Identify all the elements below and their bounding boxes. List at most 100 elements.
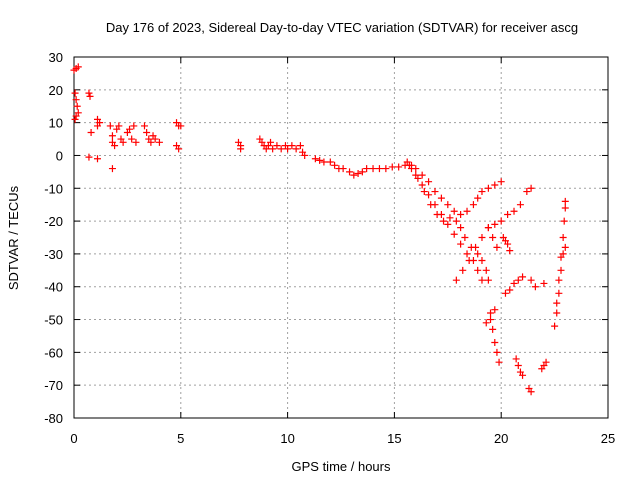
data-point-arc-c	[452, 217, 460, 225]
data-point-arc-a	[431, 188, 439, 196]
data-point-late-rise	[561, 197, 569, 205]
data-point-right-branches	[531, 283, 539, 291]
y-tick-label: -80	[44, 411, 63, 426]
data-point-cluster-8-10h	[277, 145, 285, 153]
data-point-arc-a	[425, 178, 433, 186]
data-point-right-branches	[542, 358, 550, 366]
data-point-early	[93, 122, 101, 130]
data-point-right-branches	[514, 361, 522, 369]
data-point-right-branches	[495, 358, 503, 366]
y-tick-label: -40	[44, 280, 63, 295]
x-tick-label: 0	[70, 431, 77, 446]
data-point-descent-11-15h	[320, 158, 328, 166]
data-point-arc-a	[457, 211, 465, 219]
y-tick-label: 10	[49, 116, 63, 131]
data-point-cluster-8-10h	[288, 142, 296, 150]
data-point-cluster-8-10h	[301, 151, 309, 159]
data-point-late-rise	[557, 253, 565, 261]
data-point-right-branches	[491, 306, 499, 314]
chart-title: Day 176 of 2023, Sidereal Day-to-day VTE…	[106, 20, 578, 35]
data-point-cluster-2h	[108, 132, 116, 140]
data-point-right-branches	[506, 286, 514, 294]
data-point-right-branches	[514, 276, 522, 284]
data-point-right-branches	[487, 316, 495, 324]
data-point-cluster-2h	[132, 138, 140, 146]
data-point-arc-c	[446, 214, 454, 222]
x-tick-label: 20	[494, 431, 508, 446]
data-point-arc-d	[472, 243, 480, 251]
data-point-cluster-8-10h	[292, 145, 300, 153]
data-point-right-branches	[540, 279, 548, 287]
data-point-late-rise	[555, 289, 563, 297]
data-point-right-branches	[512, 355, 520, 363]
data-point-descent-11-15h	[382, 165, 390, 173]
data-point-arc-a	[437, 194, 445, 202]
data-point-cluster-2h	[147, 138, 155, 146]
data-point-right-branches	[501, 289, 509, 297]
data-point-late-rise	[557, 266, 565, 274]
data-point-arc-d	[459, 266, 467, 274]
data-point-early	[73, 102, 81, 110]
data-point-arc-b	[425, 191, 433, 199]
data-point-arc-d	[497, 217, 505, 225]
data-point-right-branches	[519, 371, 527, 379]
data-point-right-branches	[491, 339, 499, 347]
data-point-cluster-2h	[151, 135, 159, 143]
data-point-cluster-2h	[143, 128, 151, 136]
data-point-right-branches	[527, 276, 535, 284]
data-point-arc-a	[478, 188, 486, 196]
data-point-cluster-2h	[130, 122, 138, 130]
data-point-arc-c	[440, 217, 448, 225]
data-point-arc-c	[484, 276, 492, 284]
data-point-early	[85, 153, 93, 161]
data-point-right-branches	[510, 279, 518, 287]
data-point-cluster-2h	[177, 122, 185, 130]
data-point-cluster-8-10h	[273, 142, 281, 150]
y-tick-label: -10	[44, 181, 63, 196]
data-point-arc-c	[407, 165, 415, 173]
data-point-arc-d	[516, 201, 524, 209]
data-point-descent-11-15h	[326, 158, 334, 166]
data-point-cluster-8-10h	[267, 138, 275, 146]
data-point-late-rise	[555, 276, 563, 284]
data-point-right-branches	[489, 325, 497, 333]
data-point-right-branches	[504, 240, 512, 248]
data-point-cluster-2h	[126, 125, 134, 133]
data-point-cluster-2h	[128, 135, 136, 143]
data-point-arc-d	[527, 184, 535, 192]
data-marks	[70, 63, 569, 396]
data-point-arc-c	[457, 224, 465, 232]
data-point-arc-a	[484, 184, 492, 192]
data-point-arc-d	[465, 256, 473, 264]
data-point-cluster-8-10h	[296, 142, 304, 150]
data-point-arc-d	[504, 211, 512, 219]
data-point-arc-c	[414, 174, 422, 182]
data-point-arc-c	[420, 188, 428, 196]
data-point-early	[85, 89, 93, 97]
data-point-descent-11-15h	[339, 165, 347, 173]
data-point-arc-a	[491, 181, 499, 189]
data-point-arc-c	[474, 250, 482, 258]
data-point-late-rise	[561, 243, 569, 251]
data-point-cluster-2h	[119, 138, 127, 146]
y-tick-label: -70	[44, 378, 63, 393]
x-ticks: 0 5 10 15 20 25	[70, 57, 615, 446]
data-point-descent-11-15h	[388, 163, 396, 171]
data-point-cluster-8-10h	[237, 145, 245, 153]
data-point-cluster-2h	[106, 122, 114, 130]
data-point-cluster-2h	[111, 142, 119, 150]
y-tick-label: 20	[49, 83, 63, 98]
y-tick-label: -60	[44, 345, 63, 360]
data-point-arc-d	[491, 220, 499, 228]
data-point-arc-b	[450, 230, 458, 238]
data-point-early	[93, 155, 101, 163]
data-point-arc-c	[482, 266, 490, 274]
data-point-cluster-2h	[108, 165, 116, 173]
data-point-late-rise	[561, 204, 569, 212]
data-point-arc-a	[463, 207, 471, 215]
data-point-arc-b	[457, 240, 465, 248]
data-point-arc-d	[452, 276, 460, 284]
y-tick-label: 0	[56, 148, 63, 163]
data-point-late-rise	[559, 234, 567, 241]
